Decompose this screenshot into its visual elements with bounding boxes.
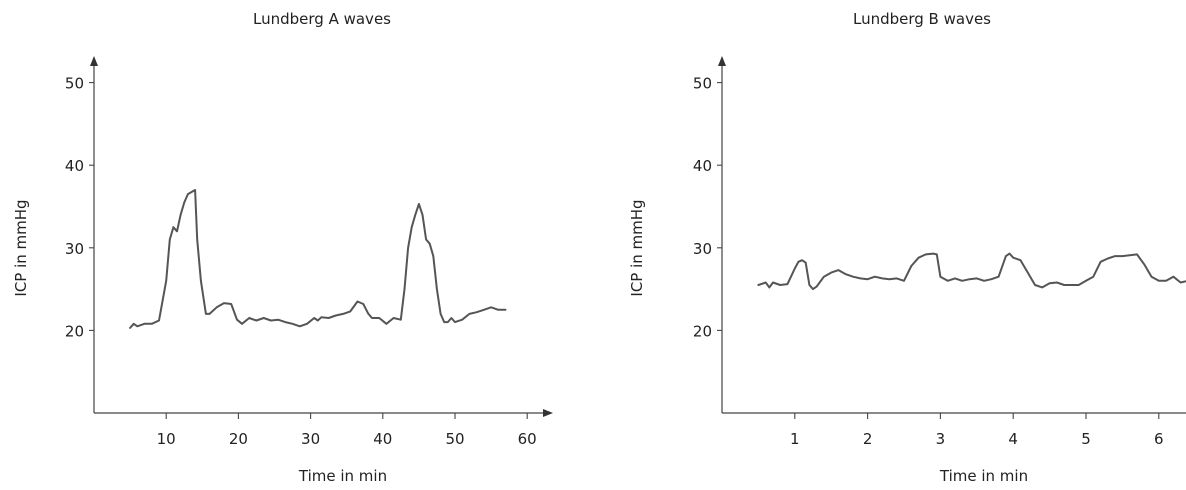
x-tick-label-b-3: 3 — [936, 430, 946, 448]
icp-trace-b — [757, 252, 1186, 291]
icp-trace-a — [129, 189, 507, 329]
y-tick-label-a-50: 50 — [65, 75, 84, 93]
x-tick-label-b-6: 6 — [1154, 430, 1164, 448]
x-tick-label-a-50: 50 — [445, 430, 464, 448]
x-axis-label-b: Time in min — [939, 467, 1028, 485]
y-tick-label-a-40: 40 — [65, 157, 84, 175]
y-axis-label-b: ICP in mmHg — [628, 199, 646, 296]
y-tick-label-b-30: 30 — [693, 240, 712, 258]
x-tick-label-a-60: 60 — [518, 430, 537, 448]
x-tick-label-b-2: 2 — [863, 430, 873, 448]
x-tick-label-a-40: 40 — [373, 430, 392, 448]
y-tick-label-b-20: 20 — [693, 322, 712, 340]
y-tick-label-b-40: 40 — [693, 157, 712, 175]
x-tick-label-b-1: 1 — [790, 430, 800, 448]
chart-title-a: Lundberg A waves — [253, 10, 391, 28]
y-axis-label-a: ICP in mmHg — [12, 199, 30, 296]
y-tick-label-b-50: 50 — [693, 75, 712, 93]
x-tick-label-a-30: 30 — [301, 430, 320, 448]
x-tick-label-a-10: 10 — [157, 430, 176, 448]
chart-title-b: Lundberg B waves — [853, 10, 991, 28]
y-tick-label-a-20: 20 — [65, 322, 84, 340]
x-tick-label-b-5: 5 — [1081, 430, 1091, 448]
x-tick-label-a-20: 20 — [229, 430, 248, 448]
lundberg-b-chart: Lundberg B waves 20 30 40 50 1 2 3 4 5 6 Time in mi… — [628, 10, 1186, 485]
y-tick-label-a-30: 30 — [65, 240, 84, 258]
x-tick-label-b-4: 4 — [1008, 430, 1018, 448]
x-axis-label-a: Time in min — [298, 467, 387, 485]
lundberg-a-chart: Lundberg A waves 20 30 40 50 10 20 30 40 50 60 Time… — [12, 10, 553, 485]
